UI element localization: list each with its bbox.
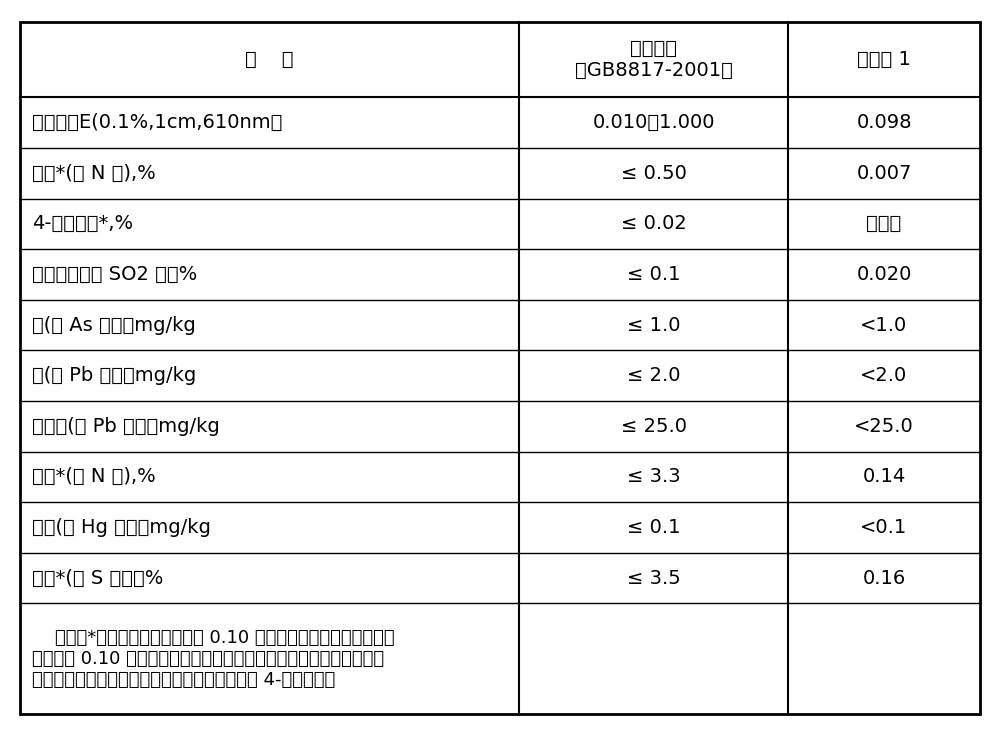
- Text: 0.020: 0.020: [856, 265, 912, 284]
- Text: ≤ 0.1: ≤ 0.1: [627, 265, 680, 284]
- Text: <25.0: <25.0: [854, 417, 914, 436]
- Text: 总氮*(以 N 计),%: 总氮*(以 N 计),%: [32, 467, 156, 486]
- Text: 铅(以 Pb 计），mg/kg: 铅(以 Pb 计），mg/kg: [32, 366, 196, 385]
- Text: 氨氮*(以 N 计),%: 氨氮*(以 N 计),%: [32, 164, 156, 183]
- Text: <1.0: <1.0: [860, 316, 908, 335]
- Text: ≤ 2.0: ≤ 2.0: [627, 366, 680, 385]
- Text: 0.14: 0.14: [862, 467, 906, 486]
- Text: 0.16: 0.16: [862, 569, 906, 588]
- Text: ≤ 3.3: ≤ 3.3: [627, 467, 680, 486]
- Text: <0.1: <0.1: [860, 518, 908, 537]
- Text: 0.007: 0.007: [856, 164, 912, 183]
- Text: 吸光度，E(0.1%,1cm,610nm）: 吸光度，E(0.1%,1cm,610nm）: [32, 113, 282, 132]
- Text: 0.098: 0.098: [856, 113, 912, 132]
- Text: 砷(以 As 计），mg/kg: 砷(以 As 计），mg/kg: [32, 316, 196, 335]
- Text: 未检出: 未检出: [866, 214, 902, 233]
- Text: 重金属(以 Pb 计），mg/kg: 重金属(以 Pb 计），mg/kg: [32, 417, 220, 436]
- Text: 0.010～1.000: 0.010～1.000: [592, 113, 715, 132]
- Text: ≤ 25.0: ≤ 25.0: [621, 417, 687, 436]
- Text: 项    目: 项 目: [245, 50, 294, 69]
- Text: 实施例 1: 实施例 1: [857, 50, 911, 69]
- Text: ≤ 0.02: ≤ 0.02: [621, 214, 686, 233]
- Text: 4-甲基咪唑*,%: 4-甲基咪唑*,%: [32, 214, 133, 233]
- Text: ≤ 0.1: ≤ 0.1: [627, 518, 680, 537]
- Text: 二氧化硫（以 SO2 计）%: 二氧化硫（以 SO2 计）%: [32, 265, 197, 284]
- Text: ≤ 3.5: ≤ 3.5: [627, 569, 680, 588]
- Text: ≤ 0.50: ≤ 0.50: [621, 164, 687, 183]
- Text: 总硫*(以 S 计），%: 总硫*(以 S 计），%: [32, 569, 163, 588]
- Text: 国标要求
《GB8817-2001》: 国标要求 《GB8817-2001》: [575, 39, 733, 80]
- Text: <2.0: <2.0: [860, 366, 908, 385]
- Text: 总汞(以 Hg 计），mg/kg: 总汞(以 Hg 计），mg/kg: [32, 518, 211, 537]
- Text: ≤ 1.0: ≤ 1.0: [627, 316, 680, 335]
- Text: 注：带*项目的指标是吸光度为 0.10 个吸收单位时的指标值（当色
度不等于 0.10 时，须将各有关指标测定结果进行折算后，再与本表比
较、判定）；普通法生产: 注：带*项目的指标是吸光度为 0.10 个吸收单位时的指标值（当色 度不等于 0…: [32, 629, 395, 689]
